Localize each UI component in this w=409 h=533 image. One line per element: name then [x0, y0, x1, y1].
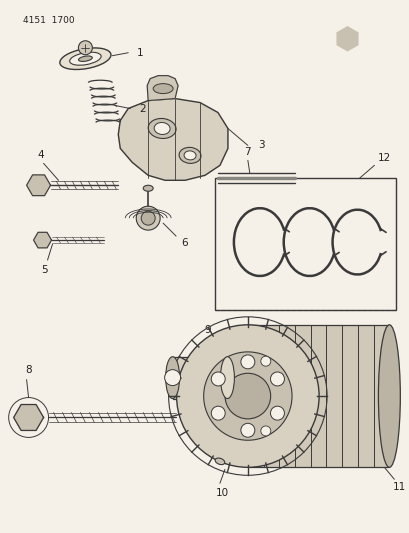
- Circle shape: [260, 356, 270, 366]
- Circle shape: [240, 423, 254, 437]
- Text: 12: 12: [377, 154, 390, 164]
- Text: 5: 5: [41, 265, 48, 275]
- Circle shape: [270, 406, 284, 420]
- Text: 7: 7: [244, 148, 251, 157]
- Ellipse shape: [154, 123, 170, 134]
- Ellipse shape: [153, 84, 173, 94]
- Polygon shape: [147, 76, 178, 101]
- Polygon shape: [118, 99, 227, 180]
- Circle shape: [78, 41, 92, 55]
- Ellipse shape: [70, 52, 101, 65]
- Ellipse shape: [378, 325, 399, 467]
- Bar: [172, 357, 227, 399]
- Circle shape: [270, 372, 284, 386]
- Text: 4: 4: [37, 150, 44, 160]
- Text: 6: 6: [180, 238, 187, 248]
- Circle shape: [211, 406, 225, 420]
- Ellipse shape: [184, 151, 196, 160]
- Circle shape: [260, 426, 270, 436]
- Circle shape: [225, 373, 270, 419]
- Circle shape: [164, 370, 180, 385]
- Circle shape: [211, 372, 225, 386]
- Ellipse shape: [79, 56, 92, 61]
- Text: 8: 8: [25, 365, 32, 375]
- Text: 1: 1: [137, 48, 143, 58]
- Text: 10: 10: [215, 488, 228, 498]
- Text: 9: 9: [204, 325, 211, 335]
- Polygon shape: [336, 27, 357, 51]
- Bar: [247, 325, 389, 467]
- Ellipse shape: [179, 148, 200, 164]
- Text: 11: 11: [392, 482, 405, 492]
- Ellipse shape: [148, 118, 175, 139]
- Circle shape: [240, 355, 254, 369]
- Ellipse shape: [143, 185, 153, 191]
- Circle shape: [136, 206, 160, 230]
- Ellipse shape: [165, 357, 179, 399]
- Text: 4151  1700: 4151 1700: [22, 16, 74, 25]
- Ellipse shape: [215, 458, 224, 465]
- Text: 2: 2: [139, 103, 145, 114]
- Circle shape: [203, 352, 291, 440]
- Circle shape: [176, 325, 318, 467]
- Text: 3: 3: [258, 140, 265, 150]
- Circle shape: [141, 211, 155, 225]
- Ellipse shape: [220, 357, 234, 399]
- Polygon shape: [27, 175, 50, 196]
- Polygon shape: [34, 232, 52, 248]
- Polygon shape: [13, 405, 43, 431]
- Bar: [214, 179, 396, 310]
- Ellipse shape: [60, 48, 111, 69]
